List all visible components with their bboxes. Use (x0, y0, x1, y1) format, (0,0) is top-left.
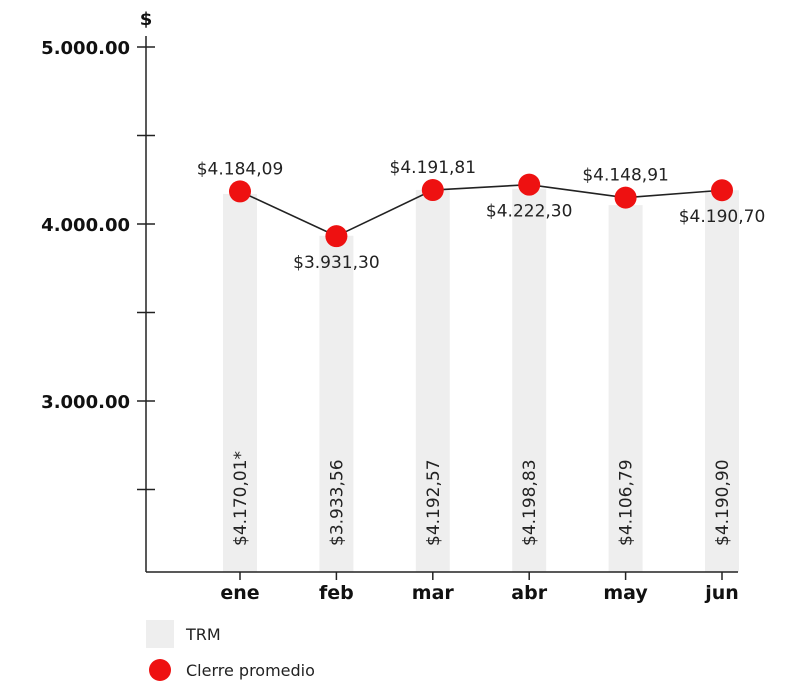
trm-bar-labels: $4.170,01* $3.933,56 $4.192,57 $4.198,83 $4.… (231, 451, 733, 546)
cierre-promedio-point-feb (325, 225, 348, 248)
cierre-promedio-point-abr (518, 173, 541, 196)
cierre-promedio-label-abr: $4.222,30 (486, 202, 573, 222)
cierre-promedio-label-jun: $4.190,70 (679, 207, 766, 227)
y-axis-unit: $ (140, 9, 153, 30)
cierre-promedio-line (239, 183, 723, 238)
y-tick-label: 3.000.00 (41, 392, 130, 413)
y-tick-label: 5.000.00 (41, 38, 130, 59)
legend-label-cierre: Clerre promedio (186, 661, 315, 680)
trm-bar-feb (319, 235, 354, 572)
y-ticks: 5.000.00 4.000.00 3.000.00 (41, 38, 155, 491)
trm-bar-may (608, 205, 643, 572)
trm-bar-label-may: $4.106,79 (617, 459, 637, 546)
cierre-promedio-label-mar: $4.191,81 (390, 158, 477, 178)
trm-bar-label-abr: $4.198,83 (520, 459, 540, 546)
cierre-promedio-label-ene: $4.184,09 (197, 159, 284, 179)
cierre-promedio-point-jun (711, 179, 733, 202)
trm-bars (223, 188, 739, 573)
cierre-promedio-point-mar (421, 179, 444, 202)
cierre-promedio-label-feb: $3.931,30 (293, 253, 380, 273)
legend: TRM Clerre promedio (146, 620, 315, 681)
x-tick-label-may: may (603, 582, 648, 604)
cierre-promedio-point-ene (229, 180, 251, 203)
cierre-promedio-series: $4.184,09 $3.931,30 $4.191,81 $4.222,30 $4.1… (197, 158, 766, 273)
cierre-promedio-label-may: $4.148,91 (582, 166, 669, 186)
x-tick-label-abr: abr (511, 582, 547, 604)
trm-bar-abr (512, 188, 547, 573)
legend-swatch-cierre (149, 659, 171, 681)
x-ticks: ene feb mar abr may jun (220, 572, 739, 604)
trm-bar-jun (705, 190, 739, 572)
y-tick-label: 4.000.00 (41, 215, 130, 236)
trm-bar-mar (415, 189, 450, 573)
x-tick-label-feb: feb (319, 582, 354, 604)
x-tick-label-mar: mar (412, 582, 455, 604)
trm-bar-label-ene: $4.170,01* (231, 451, 251, 546)
x-tick-label-jun: jun (704, 582, 739, 604)
cierre-promedio-point-may (614, 186, 637, 209)
trm-bar-label-feb: $3.933,56 (327, 459, 347, 546)
x-tick-label-ene: ene (220, 582, 259, 604)
legend-label-trm: TRM (185, 625, 221, 644)
trm-bar-label-mar: $4.192,57 (424, 459, 444, 546)
trm-bar-ene (223, 193, 257, 572)
legend-swatch-trm (146, 620, 174, 648)
trm-bar-label-jun: $4.190,90 (713, 459, 733, 546)
